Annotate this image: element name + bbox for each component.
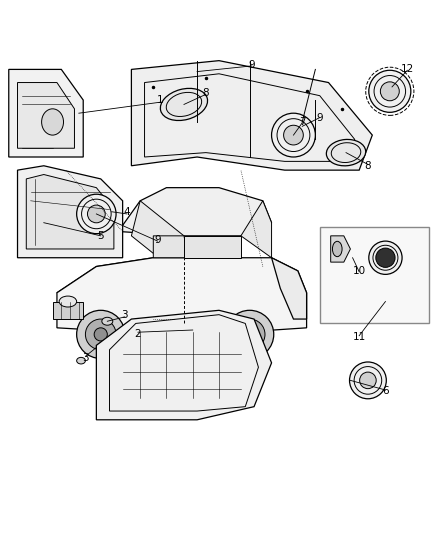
Text: 5: 5: [97, 231, 104, 241]
Text: 3: 3: [82, 353, 89, 364]
Polygon shape: [131, 61, 372, 170]
Polygon shape: [9, 69, 83, 157]
Polygon shape: [241, 201, 272, 258]
Text: 9: 9: [154, 235, 161, 245]
Circle shape: [88, 205, 105, 223]
Text: 1: 1: [156, 95, 163, 105]
Ellipse shape: [59, 296, 77, 307]
Text: 8: 8: [364, 161, 371, 171]
Ellipse shape: [160, 88, 208, 120]
Circle shape: [284, 125, 304, 145]
Polygon shape: [57, 258, 188, 302]
Polygon shape: [131, 201, 184, 253]
Circle shape: [380, 82, 399, 101]
Circle shape: [85, 319, 116, 350]
Text: 6: 6: [382, 386, 389, 397]
Circle shape: [350, 362, 386, 399]
Polygon shape: [57, 258, 307, 332]
Circle shape: [369, 241, 402, 274]
Text: 3: 3: [121, 310, 128, 320]
Polygon shape: [331, 236, 350, 262]
Polygon shape: [118, 188, 272, 236]
Circle shape: [378, 251, 393, 265]
Circle shape: [376, 248, 395, 268]
Polygon shape: [272, 258, 307, 319]
Polygon shape: [18, 166, 123, 258]
Circle shape: [360, 372, 376, 389]
Ellipse shape: [77, 358, 85, 364]
Text: 9: 9: [316, 112, 323, 123]
Text: 9: 9: [248, 60, 255, 70]
Circle shape: [226, 310, 274, 359]
Text: 11: 11: [353, 332, 366, 342]
Circle shape: [272, 113, 315, 157]
Circle shape: [77, 194, 116, 233]
Polygon shape: [26, 174, 114, 249]
Polygon shape: [184, 236, 241, 258]
Bar: [320, 227, 429, 324]
Polygon shape: [96, 310, 272, 420]
Text: 8: 8: [202, 88, 209, 99]
Ellipse shape: [332, 241, 342, 257]
Text: 12: 12: [401, 64, 414, 75]
Circle shape: [243, 328, 256, 341]
Circle shape: [77, 310, 125, 359]
Circle shape: [234, 319, 265, 350]
Circle shape: [369, 70, 411, 112]
Bar: [53, 302, 83, 319]
Text: 2: 2: [134, 329, 141, 340]
Text: 10: 10: [353, 266, 366, 276]
Text: 4: 4: [124, 207, 131, 217]
Circle shape: [94, 328, 107, 341]
Ellipse shape: [326, 140, 366, 166]
Polygon shape: [18, 83, 74, 148]
Text: 7: 7: [299, 117, 306, 127]
Ellipse shape: [102, 317, 113, 325]
Polygon shape: [153, 236, 188, 258]
Ellipse shape: [42, 109, 64, 135]
